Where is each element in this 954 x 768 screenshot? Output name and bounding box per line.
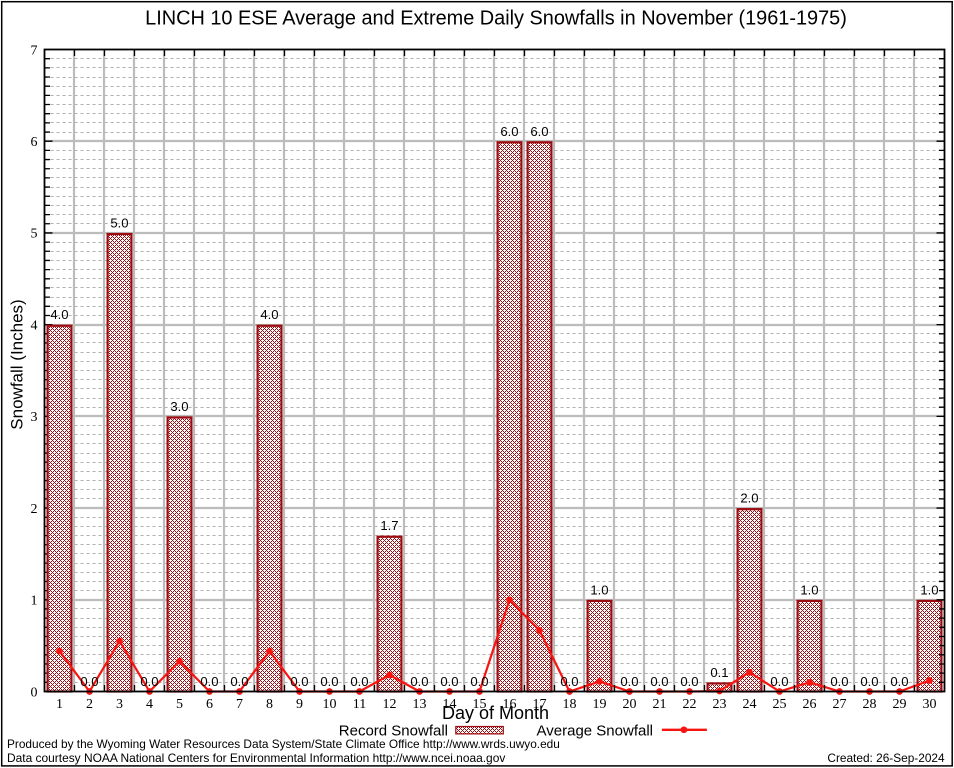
svg-text:LINCH 10 ESE Average and Extre: LINCH 10 ESE Average and Extreme Daily S… bbox=[145, 7, 847, 29]
svg-text:2: 2 bbox=[86, 697, 93, 712]
svg-text:22: 22 bbox=[683, 697, 697, 712]
svg-text:21: 21 bbox=[653, 697, 667, 712]
svg-text:0.0: 0.0 bbox=[620, 674, 638, 689]
svg-text:17: 17 bbox=[533, 697, 547, 712]
svg-text:Created: 26-Sep-2024: Created: 26-Sep-2024 bbox=[827, 751, 945, 765]
svg-text:0.0: 0.0 bbox=[320, 674, 338, 689]
svg-text:7: 7 bbox=[236, 697, 243, 712]
svg-text:3.0: 3.0 bbox=[170, 399, 188, 414]
svg-text:15: 15 bbox=[473, 697, 487, 712]
svg-text:0.0: 0.0 bbox=[770, 674, 788, 689]
svg-text:0.0: 0.0 bbox=[680, 674, 698, 689]
svg-text:9: 9 bbox=[296, 697, 303, 712]
svg-text:Record Snowfall: Record Snowfall bbox=[339, 723, 448, 740]
svg-text:Average Snowfall: Average Snowfall bbox=[537, 723, 653, 740]
svg-text:24: 24 bbox=[743, 697, 757, 712]
svg-text:13: 13 bbox=[413, 697, 427, 712]
svg-text:4.0: 4.0 bbox=[260, 307, 278, 322]
svg-text:19: 19 bbox=[593, 697, 607, 712]
svg-text:1.7: 1.7 bbox=[380, 518, 398, 533]
svg-text:11: 11 bbox=[353, 697, 366, 712]
svg-text:0.0: 0.0 bbox=[440, 674, 458, 689]
svg-text:0.0: 0.0 bbox=[350, 674, 368, 689]
svg-text:27: 27 bbox=[833, 697, 847, 712]
svg-text:20: 20 bbox=[623, 697, 637, 712]
svg-text:0.0: 0.0 bbox=[830, 674, 848, 689]
svg-text:18: 18 bbox=[563, 697, 577, 712]
svg-text:10: 10 bbox=[323, 697, 337, 712]
svg-text:0.0: 0.0 bbox=[140, 674, 158, 689]
svg-text:6: 6 bbox=[31, 135, 38, 150]
svg-text:0.0: 0.0 bbox=[200, 674, 218, 689]
svg-text:0.0: 0.0 bbox=[290, 674, 308, 689]
svg-text:0.0: 0.0 bbox=[650, 674, 668, 689]
svg-text:30: 30 bbox=[923, 697, 937, 712]
svg-text:4: 4 bbox=[31, 318, 38, 333]
svg-text:2.0: 2.0 bbox=[740, 491, 758, 506]
svg-text:1.0: 1.0 bbox=[800, 582, 818, 597]
svg-text:1.0: 1.0 bbox=[590, 582, 608, 597]
svg-text:0.0: 0.0 bbox=[80, 674, 98, 689]
svg-text:1: 1 bbox=[31, 594, 38, 609]
svg-text:5: 5 bbox=[31, 227, 38, 242]
svg-text:4: 4 bbox=[146, 697, 153, 712]
svg-text:0.0: 0.0 bbox=[230, 674, 248, 689]
svg-text:0.0: 0.0 bbox=[890, 674, 908, 689]
svg-text:5.0: 5.0 bbox=[110, 216, 128, 231]
svg-text:Day of Month: Day of Month bbox=[442, 703, 549, 723]
svg-text:0.1: 0.1 bbox=[710, 665, 728, 680]
svg-text:0.0: 0.0 bbox=[470, 674, 488, 689]
svg-text:16: 16 bbox=[503, 697, 517, 712]
svg-text:1.0: 1.0 bbox=[920, 582, 938, 597]
svg-text:3: 3 bbox=[116, 697, 123, 712]
svg-text:23: 23 bbox=[713, 697, 727, 712]
svg-text:14: 14 bbox=[443, 697, 457, 712]
svg-text:Data courtesy NOAA National Ce: Data courtesy NOAA National Centers for … bbox=[7, 751, 505, 765]
svg-text:Produced by the Wyoming Water: Produced by the Wyoming Water Resources … bbox=[7, 737, 560, 751]
svg-text:25: 25 bbox=[773, 697, 787, 712]
svg-text:28: 28 bbox=[863, 697, 877, 712]
svg-text:0.0: 0.0 bbox=[860, 674, 878, 689]
svg-text:Snowfall (Inches): Snowfall (Inches) bbox=[7, 299, 26, 429]
svg-text:6.0: 6.0 bbox=[530, 124, 548, 139]
svg-text:5: 5 bbox=[176, 697, 183, 712]
svg-text:2: 2 bbox=[31, 502, 38, 517]
svg-text:0.0: 0.0 bbox=[410, 674, 428, 689]
svg-text:1: 1 bbox=[56, 697, 63, 712]
svg-text:4.0: 4.0 bbox=[50, 307, 68, 322]
svg-text:0: 0 bbox=[31, 685, 38, 700]
svg-text:3: 3 bbox=[31, 410, 38, 425]
svg-text:29: 29 bbox=[893, 697, 907, 712]
svg-text:7: 7 bbox=[31, 43, 38, 58]
svg-text:26: 26 bbox=[803, 697, 817, 712]
svg-text:6.0: 6.0 bbox=[500, 124, 518, 139]
svg-text:0.0: 0.0 bbox=[560, 674, 578, 689]
svg-text:12: 12 bbox=[383, 697, 397, 712]
svg-text:8: 8 bbox=[266, 697, 273, 712]
svg-text:6: 6 bbox=[206, 697, 213, 712]
